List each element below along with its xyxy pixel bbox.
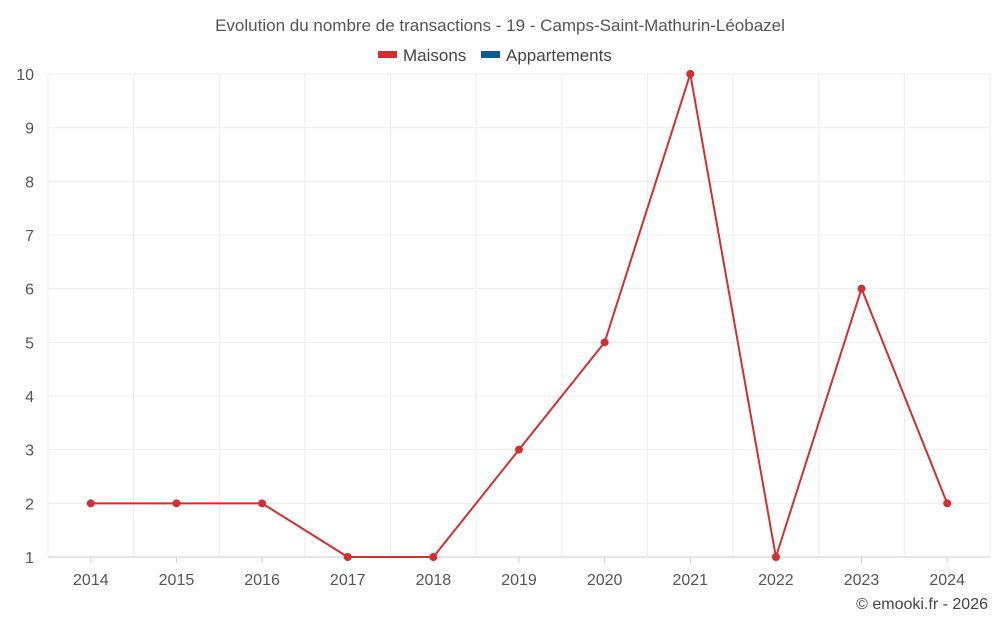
legend-item-maisons[interactable]: Maisons <box>378 46 466 65</box>
legend-swatch-appartements <box>481 51 500 58</box>
y-tick-label: 10 <box>16 67 34 84</box>
legend-label-maisons: Maisons <box>403 46 466 65</box>
legend-item-appartements[interactable]: Appartements <box>481 46 612 65</box>
credit-text: © emooki.fr - 2026 <box>856 596 988 613</box>
x-axis-ticks: 2014 2015 2016 2017 2018 2019 2020 2021 2022 2023… <box>73 557 965 589</box>
data-point[interactable] <box>600 338 609 347</box>
chart-title: Evolution du nombre de transactions - 19… <box>215 16 785 35</box>
data-point[interactable] <box>86 499 95 508</box>
y-tick-label: 9 <box>25 121 34 138</box>
data-point[interactable] <box>943 499 952 508</box>
data-point[interactable] <box>258 499 267 508</box>
x-tick-label: 2018 <box>416 572 452 589</box>
x-tick-label: 2023 <box>844 572 880 589</box>
data-point[interactable] <box>429 553 438 561</box>
y-axis-ticks: 1 2 3 4 5 6 7 8 9 10 <box>16 67 34 567</box>
y-tick-label: 6 <box>25 282 34 299</box>
x-tick-label: 2021 <box>672 572 708 589</box>
data-point[interactable] <box>172 499 181 508</box>
data-point[interactable] <box>515 445 523 454</box>
data-point[interactable] <box>343 553 352 561</box>
x-tick-label: 2022 <box>758 572 794 589</box>
y-tick-label: 1 <box>25 550 34 567</box>
legend-swatch-maisons <box>378 51 397 58</box>
series-layer <box>86 70 952 561</box>
y-tick-label: 2 <box>25 496 34 513</box>
x-tick-label: 2015 <box>159 572 195 589</box>
x-tick-label: 2020 <box>587 572 623 589</box>
data-point[interactable] <box>686 70 695 78</box>
y-tick-label: 4 <box>25 389 34 406</box>
x-tick-label: 2016 <box>244 572 280 589</box>
y-tick-label: 8 <box>25 174 34 191</box>
data-point[interactable] <box>857 284 866 293</box>
legend-label-appartements: Appartements <box>506 46 612 65</box>
x-tick-label: 2014 <box>73 572 109 589</box>
x-tick-label: 2024 <box>929 572 965 589</box>
y-tick-label: 3 <box>25 443 34 460</box>
grid <box>47 73 991 558</box>
x-tick-label: 2019 <box>501 572 537 589</box>
data-point[interactable] <box>771 553 780 561</box>
legend: Maisons Appartements <box>378 46 612 65</box>
y-tick-label: 5 <box>25 335 34 352</box>
x-tick-label: 2017 <box>330 572 366 589</box>
y-tick-label: 7 <box>25 228 34 245</box>
